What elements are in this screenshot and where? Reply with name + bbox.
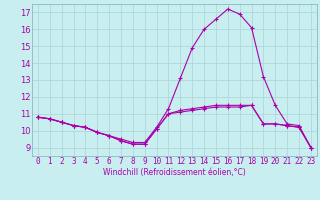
X-axis label: Windchill (Refroidissement éolien,°C): Windchill (Refroidissement éolien,°C) (103, 168, 246, 177)
